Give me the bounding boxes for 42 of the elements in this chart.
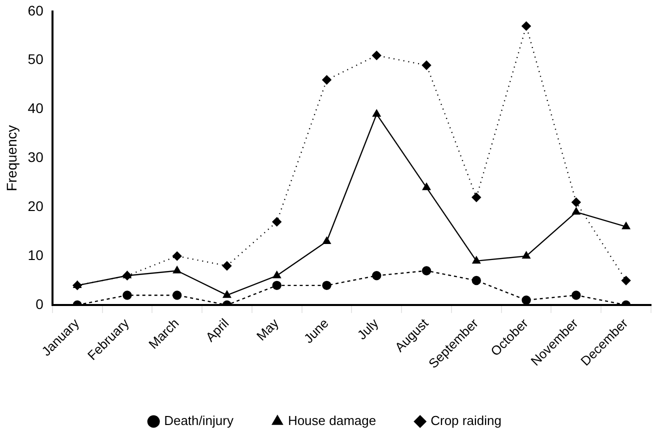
point: [622, 222, 630, 230]
point: [172, 251, 182, 261]
point: [372, 110, 381, 117]
point: [222, 290, 232, 298]
point: [472, 256, 480, 264]
point: [621, 276, 631, 286]
y-tick-label: 10: [28, 246, 44, 263]
y-tick-label: 30: [28, 149, 44, 166]
point: [322, 280, 332, 290]
point: [372, 271, 382, 280]
point: [322, 75, 332, 85]
point: [522, 21, 531, 31]
point: [522, 296, 531, 305]
y-tick-label: 60: [28, 2, 44, 18]
point: [522, 251, 530, 259]
point: [422, 266, 432, 276]
y-tick-label: 20: [28, 198, 44, 214]
point: [422, 60, 432, 70]
x-tick-label: July: [354, 315, 382, 343]
point: [272, 280, 282, 290]
point: [222, 261, 232, 270]
y-tick-label: 0: [36, 296, 44, 312]
point: [173, 266, 182, 274]
point: [272, 271, 281, 278]
legend-label: Crop raiding: [430, 413, 502, 428]
point: [272, 217, 282, 226]
x-tick-label: May: [254, 315, 282, 344]
point: [372, 50, 382, 60]
point: [572, 198, 581, 207]
y-tick-label: 40: [28, 100, 44, 116]
point: [122, 290, 132, 300]
point: [172, 290, 182, 300]
point: [472, 192, 481, 202]
legend-label: House damage: [288, 413, 376, 428]
point: [422, 182, 431, 190]
y-axis-title: Frequency: [3, 125, 20, 192]
point: [472, 276, 481, 286]
y-tick-label: 50: [28, 51, 44, 68]
point: [572, 290, 581, 300]
point: [322, 236, 331, 244]
legend-label: Death/injury: [164, 413, 234, 428]
point: [572, 207, 580, 215]
